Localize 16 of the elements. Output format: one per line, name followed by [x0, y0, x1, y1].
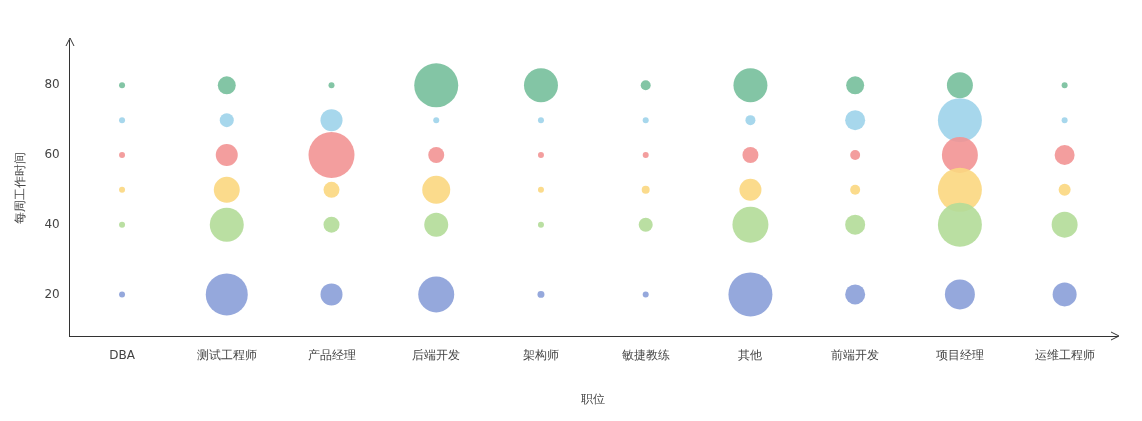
y-axis-title: 每周工作时间 [13, 152, 28, 225]
x-tick-label: 测试工程师 [196, 347, 257, 362]
x-tick-label: 架构师 [522, 347, 559, 362]
y-tick-label: 60 [44, 147, 60, 162]
x-tick-label: 其他 [738, 347, 763, 362]
x-tick-label: DBA [109, 347, 136, 362]
x-tick-label: 项目经理 [935, 347, 984, 362]
x-axis-title: 职位 [581, 391, 606, 406]
y-tick-label: 40 [44, 216, 60, 231]
y-tick-label: 20 [44, 286, 60, 301]
x-tick-label: 前端开发 [831, 347, 880, 362]
x-tick-label: 运维工程师 [1034, 347, 1095, 362]
x-tick-label: 产品经理 [307, 347, 356, 362]
x-tick-label: 后端开发 [412, 347, 461, 362]
x-tick-label: 敏捷教练 [621, 347, 670, 362]
y-tick-label: 80 [44, 77, 60, 92]
